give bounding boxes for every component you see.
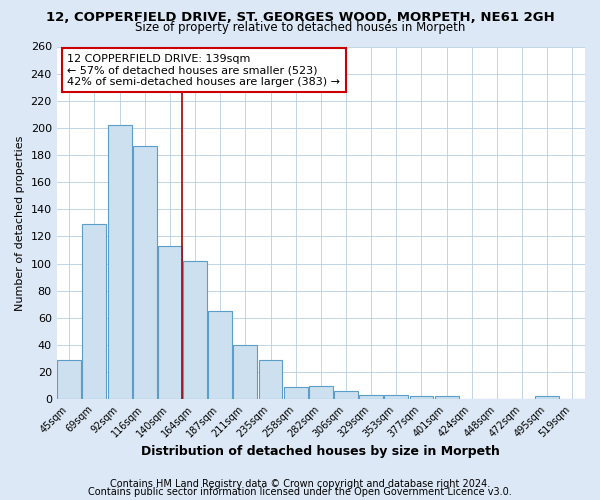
Bar: [434, 396, 458, 399]
Y-axis label: Number of detached properties: Number of detached properties: [15, 135, 25, 310]
Bar: [233, 345, 257, 399]
Text: Size of property relative to detached houses in Morpeth: Size of property relative to detached ho…: [135, 21, 465, 34]
Bar: [133, 146, 157, 399]
Text: Contains public sector information licensed under the Open Government Licence v3: Contains public sector information licen…: [88, 487, 512, 497]
Bar: [259, 360, 283, 399]
Bar: [385, 395, 408, 399]
Bar: [82, 224, 106, 399]
Bar: [334, 391, 358, 399]
Bar: [309, 386, 333, 399]
Bar: [57, 360, 81, 399]
Bar: [183, 261, 207, 399]
Bar: [359, 395, 383, 399]
Text: Contains HM Land Registry data © Crown copyright and database right 2024.: Contains HM Land Registry data © Crown c…: [110, 479, 490, 489]
X-axis label: Distribution of detached houses by size in Morpeth: Distribution of detached houses by size …: [142, 444, 500, 458]
Bar: [107, 125, 131, 399]
Text: 12, COPPERFIELD DRIVE, ST. GEORGES WOOD, MORPETH, NE61 2GH: 12, COPPERFIELD DRIVE, ST. GEORGES WOOD,…: [46, 11, 554, 24]
Bar: [410, 396, 433, 399]
Text: 12 COPPERFIELD DRIVE: 139sqm
← 57% of detached houses are smaller (523)
42% of s: 12 COPPERFIELD DRIVE: 139sqm ← 57% of de…: [67, 54, 340, 87]
Bar: [535, 396, 559, 399]
Bar: [208, 311, 232, 399]
Bar: [158, 246, 182, 399]
Bar: [284, 387, 308, 399]
